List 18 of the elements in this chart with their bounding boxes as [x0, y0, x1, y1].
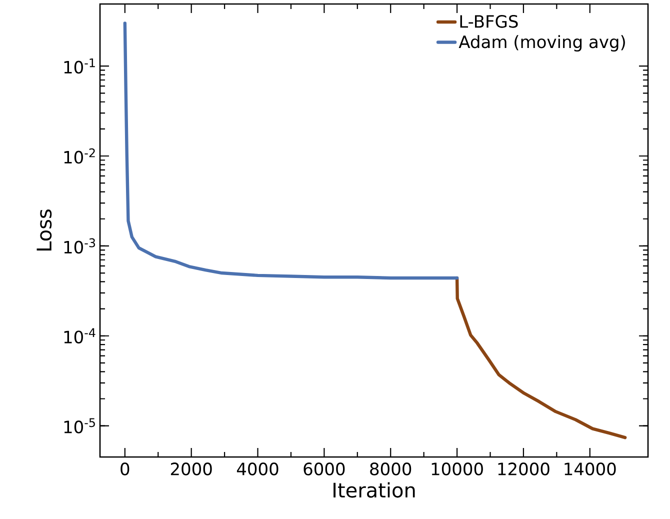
- y-axis-title: Loss: [36, 210, 52, 250]
- y-tick-label: 10$^{-2}$: [64, 148, 95, 164]
- legend-label: L-BFGS: [460, 14, 518, 28]
- y-tick-label: 10$^{-1}$: [64, 58, 95, 74]
- x-tick-label: 4000: [236, 462, 278, 476]
- x-tick-label: 10000: [432, 462, 483, 476]
- x-tick-label: 8000: [370, 462, 412, 476]
- x-tick-label: 2000: [170, 462, 212, 476]
- line-series: [455, 276, 627, 440]
- y-tick-label: 10$^{-3}$: [64, 238, 96, 254]
- x-tick-label: 6000: [304, 462, 345, 476]
- legend-label: Adam (moving avg): [458, 35, 625, 52]
- y-tick-label: 10$^{-5}$: [64, 418, 95, 434]
- x-tick-label: 12000: [498, 462, 550, 476]
- y-tick-label: 10$^{-4}$: [64, 328, 96, 344]
- x-axis-title: Iteration: [334, 482, 415, 498]
- x-tick-label: 0: [120, 462, 130, 476]
- x-tick-label: 14000: [564, 462, 616, 476]
